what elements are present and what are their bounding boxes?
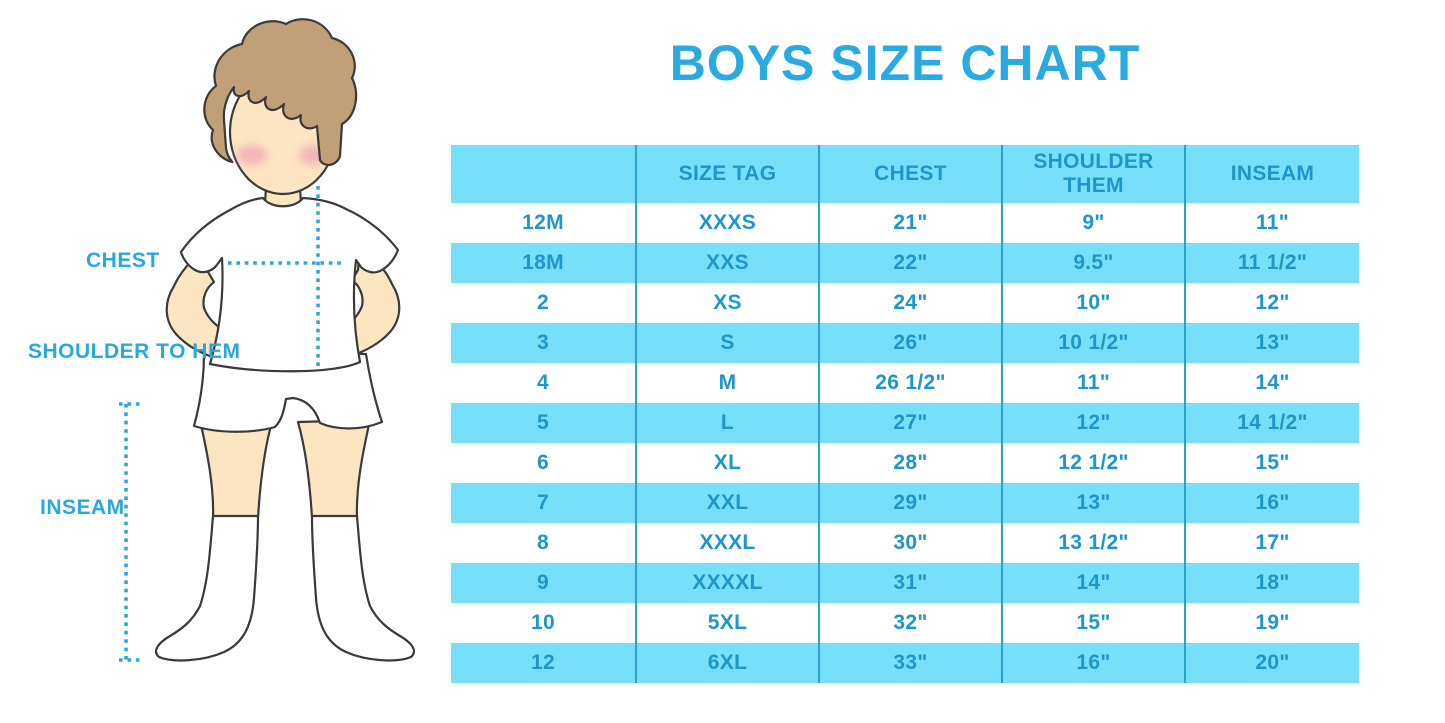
- inseam-cell: 16": [1184, 483, 1359, 523]
- age-cell: 8: [537, 531, 549, 554]
- shoulder-hem-cell: 9.5": [1001, 243, 1185, 283]
- inseam-cell: 14": [1184, 363, 1359, 403]
- inseam-label: INSEAM: [40, 496, 125, 519]
- age-cell: 9: [537, 571, 549, 594]
- table-header-row: SIZE TAG CHEST SHOULDER THEM INSEAM: [451, 145, 1359, 203]
- age-cell: 18M: [522, 251, 564, 274]
- boy-illustration: [119, 18, 416, 662]
- size-tag-cell: M: [635, 363, 819, 403]
- table-row: 7 XXL 29" 13" 16": [451, 483, 1359, 523]
- boy-shirt: [179, 196, 400, 373]
- header-size-tag: SIZE TAG: [635, 145, 819, 203]
- inseam-cell: 12": [1184, 283, 1359, 323]
- chest-cell: 22": [818, 243, 1002, 283]
- age-cell: 3: [537, 331, 549, 354]
- age-cell: 12M: [522, 211, 564, 234]
- age-cell: 7: [537, 491, 549, 514]
- table-row: 18M XXS 22" 9.5" 11 1/2": [451, 243, 1359, 283]
- chest-cell: 21": [818, 203, 1002, 243]
- chest-cell: 33": [818, 643, 1002, 683]
- chest-cell: 28": [818, 443, 1002, 483]
- age-cell: 6: [537, 451, 549, 474]
- header-shoulder-them: SHOULDER THEM: [1001, 145, 1185, 203]
- table-row: 5 L 27" 12" 14 1/2": [451, 403, 1359, 443]
- inseam-cell: 18": [1184, 563, 1359, 603]
- table-row: 10 5XL 32" 15" 19": [451, 603, 1359, 643]
- boy-sock-right: [310, 514, 416, 662]
- boy-shorts: [192, 352, 384, 433]
- chest-cell: 26 1/2": [818, 363, 1002, 403]
- shoulder-hem-cell: 9": [1001, 203, 1185, 243]
- table-row: 2 XS 24" 10" 12": [451, 283, 1359, 323]
- chest-cell: 30": [818, 523, 1002, 563]
- inseam-cell: 20": [1184, 643, 1359, 683]
- size-table: SIZE TAG CHEST SHOULDER THEM INSEAM 12M …: [451, 145, 1359, 683]
- size-tag-cell: XL: [635, 443, 819, 483]
- size-tag-cell: XXXL: [635, 523, 819, 563]
- shoulder-hem-cell: 11": [1001, 363, 1185, 403]
- age-cell: 2: [537, 291, 549, 314]
- header-empty: [451, 145, 636, 203]
- shoulder-hem-cell: 15": [1001, 603, 1185, 643]
- chest-label: CHEST: [86, 249, 160, 272]
- shoulder-hem-cell: 12 1/2": [1001, 443, 1185, 483]
- shoulder-hem-cell: 13": [1001, 483, 1185, 523]
- inseam-cell: 17": [1184, 523, 1359, 563]
- boy-leg-right: [296, 418, 372, 520]
- inseam-cell: 13": [1184, 323, 1359, 363]
- shoulder-hem-cell: 16": [1001, 643, 1185, 683]
- inseam-cell: 14 1/2": [1184, 403, 1359, 443]
- size-tag-cell: XXL: [635, 483, 819, 523]
- inseam-cell: 19": [1184, 603, 1359, 643]
- chest-cell: 31": [818, 563, 1002, 603]
- age-cell: 5: [537, 411, 549, 434]
- shoulder-hem-cell: 14": [1001, 563, 1185, 603]
- table-row: 12M XXXS 21" 9" 11": [451, 203, 1359, 243]
- table-row: 12 6XL 33" 16" 20": [451, 643, 1359, 683]
- chest-cell: 24": [818, 283, 1002, 323]
- shoulder-hem-cell: 10 1/2": [1001, 323, 1185, 363]
- size-tag-cell: L: [635, 403, 819, 443]
- table-row: 4 M 26 1/2" 11" 14": [451, 363, 1359, 403]
- size-tag-cell: 6XL: [635, 643, 819, 683]
- size-tag-cell: XXS: [635, 243, 819, 283]
- size-tag-cell: S: [635, 323, 819, 363]
- boy-leg-left: [198, 418, 274, 520]
- age-cell: 4: [537, 371, 549, 394]
- size-tag-cell: XXXXL: [635, 563, 819, 603]
- age-cell: 12: [531, 651, 555, 674]
- shoulder-hem-cell: 12": [1001, 403, 1185, 443]
- header-chest: CHEST: [818, 145, 1002, 203]
- table-row: 8 XXXL 30" 13 1/2" 17": [451, 523, 1359, 563]
- header-inseam: INSEAM: [1184, 145, 1359, 203]
- shoulder-hem-cell: 13 1/2": [1001, 523, 1185, 563]
- inseam-cell: 11 1/2": [1184, 243, 1359, 283]
- chest-cell: 27": [818, 403, 1002, 443]
- shoulder-to-hem-label: SHOULDER TO HEM: [28, 340, 241, 363]
- table-row: 3 S 26" 10 1/2" 13": [451, 323, 1359, 363]
- chest-cell: 26": [818, 323, 1002, 363]
- size-tag-cell: XS: [635, 283, 819, 323]
- chest-cell: 32": [818, 603, 1002, 643]
- size-tag-cell: XXXS: [635, 203, 819, 243]
- size-tag-cell: 5XL: [635, 603, 819, 643]
- boy-sock-left: [154, 514, 260, 662]
- boy-hair: [203, 18, 358, 166]
- table-row: 6 XL 28" 12 1/2" 15": [451, 443, 1359, 483]
- chest-cell: 29": [818, 483, 1002, 523]
- inseam-cell: 15": [1184, 443, 1359, 483]
- shoulder-hem-cell: 10": [1001, 283, 1185, 323]
- page-title: BOYS SIZE CHART: [669, 35, 1141, 91]
- table-row: 9 XXXXL 31" 14" 18": [451, 563, 1359, 603]
- inseam-cell: 11": [1184, 203, 1359, 243]
- age-cell: 10: [531, 611, 555, 634]
- boy-cheek-left: [237, 145, 267, 165]
